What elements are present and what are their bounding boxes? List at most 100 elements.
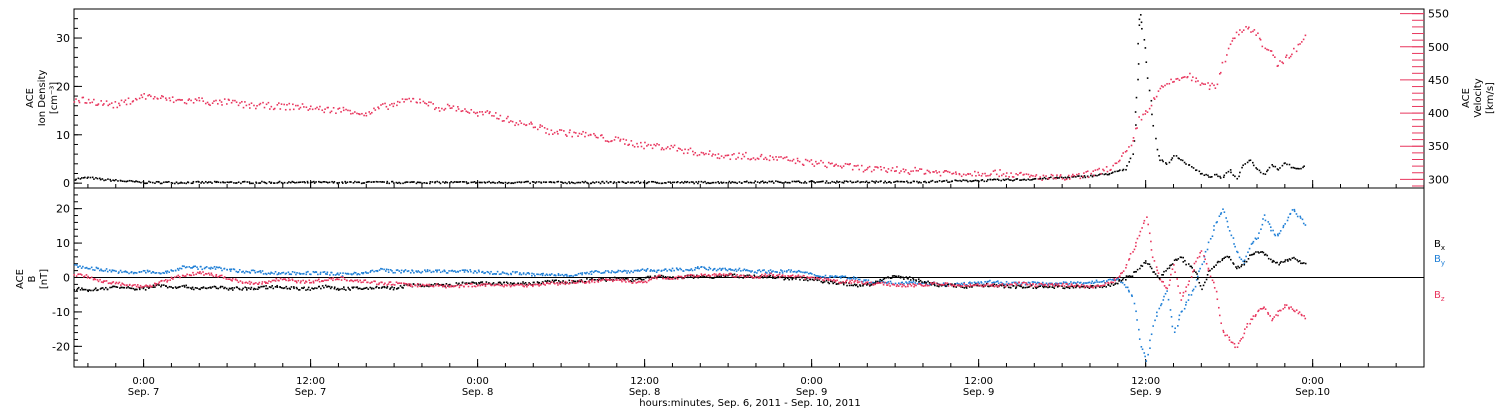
density-point — [804, 180, 806, 183]
by-point — [1068, 282, 1071, 285]
density-point — [1198, 170, 1201, 173]
bx-point — [1127, 275, 1129, 278]
bx-point — [408, 284, 411, 286]
by-point — [579, 272, 582, 275]
by-point — [901, 281, 904, 284]
density-point — [511, 182, 513, 184]
by-point — [1127, 289, 1130, 292]
by-point — [336, 273, 338, 275]
density-point — [233, 182, 235, 184]
density-point — [974, 179, 977, 182]
density-point — [1266, 169, 1269, 171]
velocity-point — [476, 111, 479, 114]
by-point — [785, 271, 788, 273]
density-point — [1266, 170, 1268, 173]
bz-point — [1115, 277, 1118, 279]
by-point — [334, 274, 337, 276]
density-point — [318, 180, 320, 183]
velocity-point — [1070, 175, 1073, 178]
bz-point — [548, 282, 550, 285]
density-point — [413, 181, 415, 183]
bx-point — [1079, 286, 1081, 289]
density-point — [346, 181, 349, 184]
density-point — [829, 182, 832, 184]
velocity-point — [148, 94, 151, 96]
bx-point — [862, 283, 865, 286]
velocity-point — [1153, 97, 1155, 99]
bx-point — [1259, 251, 1262, 253]
bz-point — [816, 277, 819, 280]
bz-point — [1051, 284, 1054, 287]
bx-point — [458, 282, 460, 285]
velocity-point — [724, 154, 727, 157]
bz-point — [1196, 257, 1199, 259]
density-point — [1159, 159, 1161, 162]
by-point — [726, 269, 729, 272]
bx-point — [866, 283, 869, 285]
bz-point — [471, 285, 474, 288]
by-point — [1088, 281, 1091, 284]
bz-point — [703, 273, 705, 276]
velocity-point — [1136, 127, 1138, 129]
by-point — [1295, 213, 1298, 215]
by-point — [921, 282, 924, 285]
velocity-point — [893, 170, 896, 173]
density-point — [467, 182, 470, 184]
density-point — [391, 180, 394, 183]
bz-point — [120, 284, 122, 286]
density-point — [654, 181, 657, 183]
density-point — [393, 182, 395, 184]
by-point — [85, 267, 88, 269]
density-point — [681, 181, 683, 183]
by-point — [1121, 282, 1124, 284]
bx-point — [1128, 275, 1131, 277]
by-point — [598, 271, 600, 273]
bx-point — [736, 276, 739, 278]
density-point — [587, 182, 589, 185]
by-point — [623, 269, 626, 272]
bx-point — [365, 286, 368, 289]
velocity-point — [403, 101, 405, 103]
density-point — [1217, 175, 1219, 178]
bx-point — [288, 287, 291, 290]
bz-point — [849, 280, 851, 282]
density-point — [381, 181, 384, 183]
bz-point — [803, 275, 805, 277]
velocity-point — [531, 123, 533, 125]
bx-point — [686, 276, 689, 279]
bx-point — [1012, 285, 1015, 287]
velocity-point — [1142, 113, 1144, 116]
density-point — [526, 180, 528, 183]
density-point — [1075, 176, 1077, 178]
density-point — [1025, 179, 1027, 181]
bx-point — [215, 287, 218, 290]
by-point — [307, 270, 309, 273]
by-point — [617, 269, 620, 272]
density-point — [692, 181, 694, 183]
bz-point — [1298, 311, 1301, 313]
bz-point — [1001, 284, 1004, 286]
bx-point — [361, 288, 364, 290]
density-point — [758, 182, 761, 184]
bx-point — [546, 279, 549, 282]
by-point — [1130, 294, 1133, 296]
bx-point — [204, 287, 207, 289]
by-point — [501, 271, 504, 273]
bx-point — [224, 286, 226, 289]
bz-point — [94, 278, 97, 281]
density-point — [362, 182, 365, 184]
bz-point — [1091, 286, 1094, 289]
velocity-point — [1002, 173, 1005, 175]
density-point — [684, 180, 686, 183]
density-point — [1203, 174, 1206, 177]
bx-point — [1235, 267, 1238, 270]
bx-point — [1092, 284, 1094, 287]
velocity-point — [883, 166, 885, 169]
bx-point — [584, 280, 587, 283]
density-point — [1274, 165, 1277, 168]
bz-point — [270, 281, 272, 283]
bz-point — [627, 278, 629, 281]
bz-point — [901, 285, 903, 288]
density-point — [163, 181, 165, 184]
bx-point — [381, 286, 384, 288]
